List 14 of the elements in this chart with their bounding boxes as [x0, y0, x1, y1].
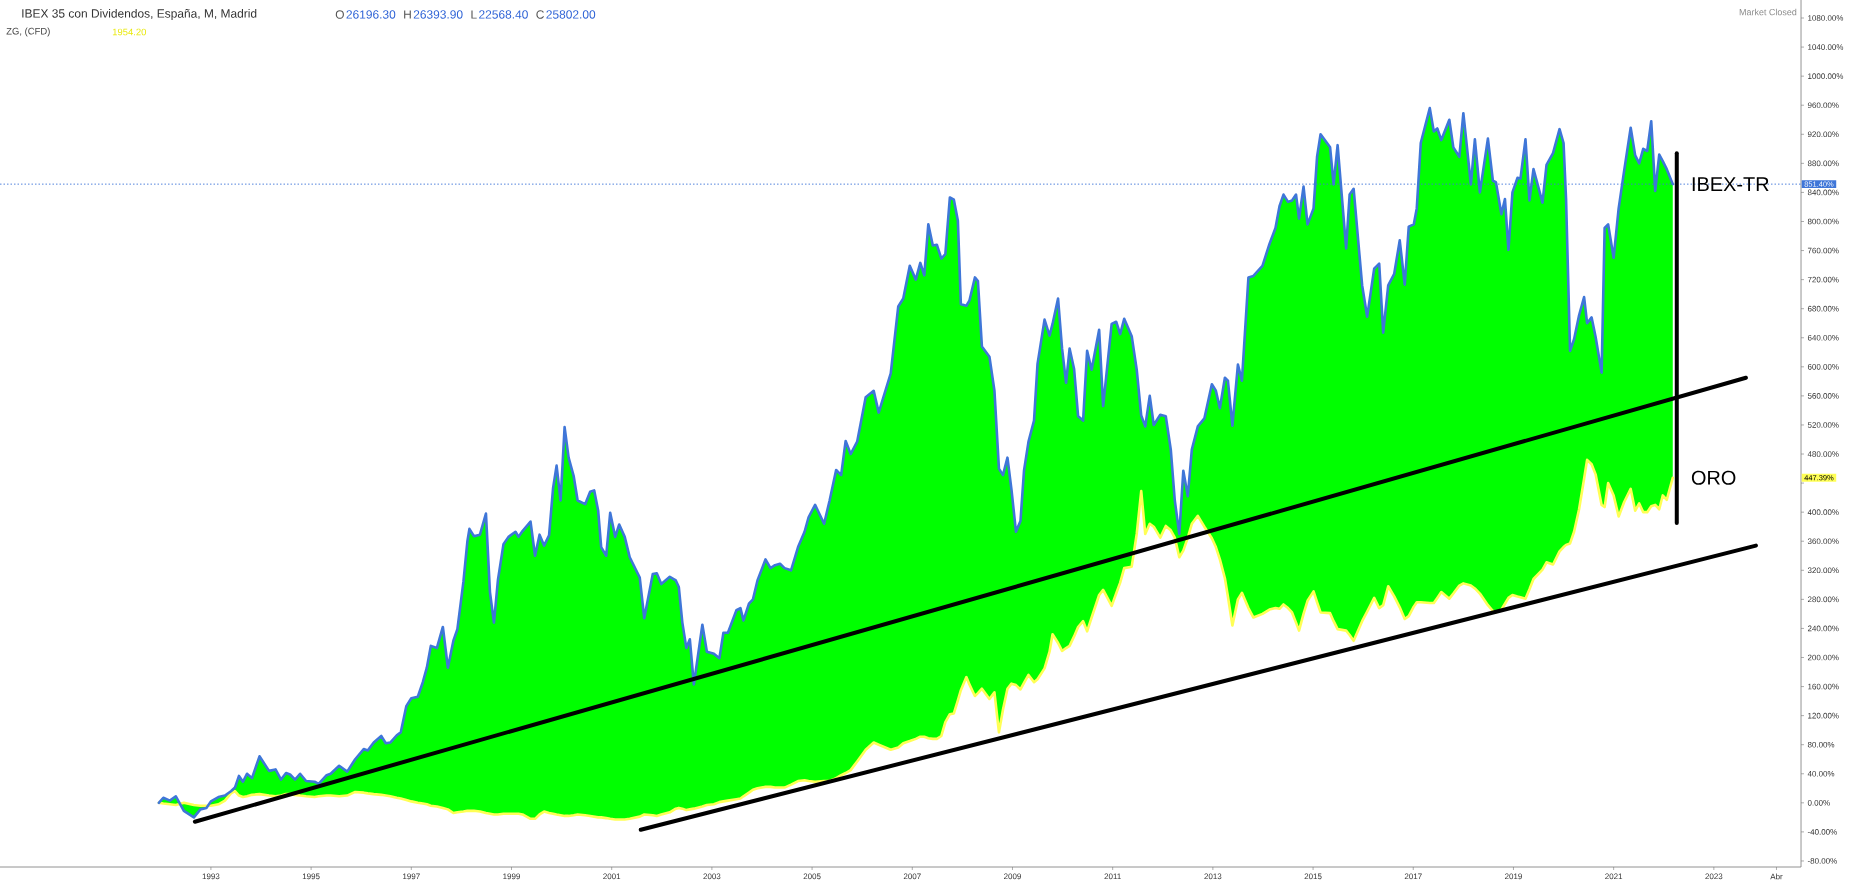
- annotation: C: [536, 10, 544, 19]
- annotation: 26393.90: [413, 10, 463, 19]
- annotation: Market Closed: [1739, 8, 1797, 16]
- series-label: ORO: [1691, 470, 1736, 485]
- annotation: 1954.20: [112, 28, 147, 36]
- text: IBEX 35 con Dividendos, España, M, Madrid: [22, 8, 257, 21]
- annotation: 25802.00: [546, 10, 596, 19]
- legend-label: IBEX-TR: [1692, 177, 1769, 191]
- annotation: L: [471, 10, 477, 19]
- text: ZG, (CFD): [6, 27, 50, 37]
- annotation: 22568.40: [479, 10, 528, 19]
- annotation: O: [335, 10, 344, 19]
- annotation: 26196.30: [346, 10, 396, 19]
- annotation: H: [404, 10, 411, 19]
